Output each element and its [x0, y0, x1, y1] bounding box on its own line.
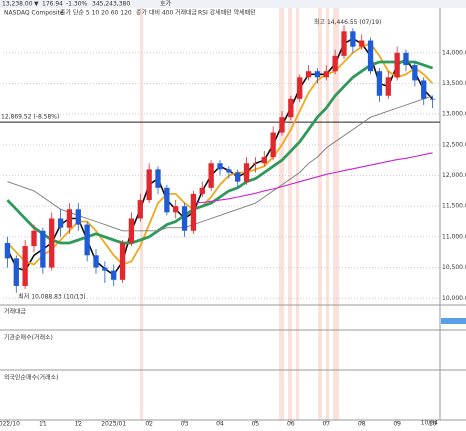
ma-line	[6, 42, 434, 266]
candle-body	[243, 163, 250, 182]
pattern-bands	[140, 8, 339, 420]
symbol: NASDAQ Composite	[4, 10, 64, 17]
candle-body	[261, 157, 267, 164]
candle-body	[323, 71, 329, 78]
ma-line	[6, 60, 434, 245]
panel-label: 기관순매수(거래소)	[4, 334, 53, 342]
ma-line	[6, 37, 434, 277]
candle-body	[421, 80, 427, 99]
candle-body	[376, 71, 383, 96]
candle-body	[31, 230, 37, 247]
min-label: 최저 10,088.83 (10/13)	[18, 292, 85, 300]
y-tick-label: 13,000.00	[442, 111, 466, 118]
x-tick-label: 10	[429, 421, 437, 428]
candle-body	[173, 206, 179, 213]
y-tick-label: 11,000.00	[442, 233, 466, 240]
candle-body	[359, 40, 365, 47]
candle-body	[57, 218, 64, 228]
candle-body	[66, 209, 73, 228]
candle-body	[190, 193, 197, 231]
candle-body	[40, 230, 46, 268]
candle-body	[297, 77, 303, 99]
tab[interactable]: 호가	[160, 0, 172, 8]
candle-body	[75, 209, 81, 225]
candle-body	[119, 243, 126, 280]
max-label: 최고 14,446.55 (07/19)	[314, 18, 381, 26]
candle-body	[279, 117, 285, 133]
candle-body	[350, 31, 356, 47]
candle-body	[235, 172, 241, 182]
candle-body	[394, 52, 400, 78]
candle-body	[367, 40, 374, 72]
rsi-legend: RSI 강세패턴 약세패턴	[198, 9, 256, 17]
x-tick-label: 07	[322, 421, 330, 428]
candle-body	[155, 169, 161, 188]
ma2-legend: 종가 대비 400	[136, 9, 174, 17]
candle-body	[22, 246, 28, 286]
candle-body	[84, 224, 90, 256]
candle-body	[93, 255, 99, 268]
last-date: 10/04	[421, 420, 438, 427]
volume: 345,243,380	[92, 1, 130, 8]
x-tick-label: 2022/10	[0, 421, 20, 428]
x-tick-label: 09	[393, 421, 401, 428]
candle-body	[13, 258, 19, 286]
candle-body	[4, 243, 11, 259]
candle-body	[137, 200, 143, 219]
candle-body	[270, 132, 276, 158]
candle-body	[181, 206, 188, 231]
reference-label: 12,869.52 (-8.58%)	[1, 114, 59, 121]
candle-body	[429, 98, 436, 100]
y-tick-label: 12,500.00	[442, 141, 466, 148]
candle-body	[332, 55, 338, 72]
candle-body	[403, 52, 409, 66]
x-tick-label: 02	[145, 421, 153, 428]
candle-body	[305, 71, 312, 78]
candle-body	[102, 267, 108, 271]
y-tick-label: 11,500.00	[442, 203, 466, 210]
candle-body	[341, 31, 347, 56]
y-tick-label: 10,500.00	[442, 264, 466, 271]
y-tick-label: 14,000.00	[442, 49, 466, 56]
candle-body	[385, 77, 391, 96]
x-tick-label: 04	[216, 421, 224, 428]
candle-body	[199, 187, 205, 194]
toolbar	[0, 0, 466, 8]
x-tick-label: 03	[181, 421, 189, 428]
candle-body	[49, 218, 55, 268]
x-tick-label: 2023/01	[101, 421, 126, 428]
price: 13,238.00	[2, 1, 33, 8]
candle-body	[288, 98, 294, 118]
x-tick-label: 08	[358, 421, 366, 428]
arrow: ▼	[34, 1, 39, 8]
candle-body	[217, 163, 223, 170]
x-tick-label: 11	[39, 421, 47, 428]
candle-body	[128, 218, 135, 244]
candle-body	[164, 187, 170, 213]
candle-body	[208, 163, 214, 188]
y-tick-label: 13,500.00	[442, 80, 466, 87]
panel-label: 거래대금	[4, 308, 27, 316]
candle-body	[412, 65, 418, 81]
panel-value	[441, 318, 466, 324]
candle-body	[314, 71, 321, 78]
y-tick-label: 10,000.00	[442, 295, 466, 302]
change: 176.94	[42, 1, 63, 8]
y-tick-label: 12,000.00	[442, 172, 466, 179]
panel-label: 외국인순매수(거래소)	[4, 374, 58, 382]
candle-body	[252, 163, 259, 165]
change-pct: -1.30%	[66, 1, 88, 8]
candle-body	[146, 169, 152, 201]
x-tick-label: 12	[74, 421, 82, 428]
vol-legend: 거래대금	[175, 9, 198, 17]
ma-legend: 종가 단순 5 10 20 60 120	[60, 9, 132, 17]
x-tick-label: 05	[252, 421, 260, 428]
candle-body	[111, 270, 117, 280]
ma-line	[193, 152, 433, 204]
x-tick-label: 06	[287, 421, 295, 428]
candle-body	[226, 169, 232, 173]
